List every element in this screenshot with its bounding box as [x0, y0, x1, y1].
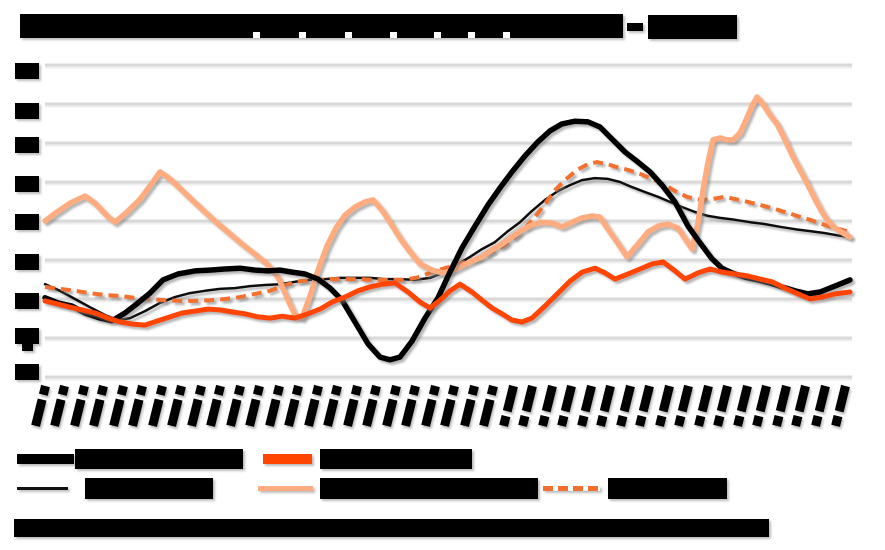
x-tick-label-segment	[389, 384, 401, 396]
title-text-redacted	[627, 23, 643, 31]
legend-swatch-thick-line	[258, 486, 313, 491]
legend-label-redacted	[85, 478, 213, 499]
x-tick-label-segment	[311, 384, 323, 396]
series-2-orange-red-line	[42, 259, 853, 328]
legend-swatch-thick-line	[263, 454, 312, 464]
legend-swatch-thin-line	[17, 487, 68, 490]
x-tick-label-segment	[77, 384, 89, 396]
legend-label-redacted	[320, 449, 472, 469]
title-descender-notch	[468, 32, 475, 38]
y-tick-label-redacted	[15, 364, 39, 380]
y-tick-label-redacted	[15, 176, 39, 192]
series-lines	[42, 94, 853, 363]
legend-swatch-thick-line	[17, 454, 74, 464]
x-tick-label-segment	[38, 384, 50, 396]
title-descender-notch	[253, 32, 260, 38]
legend-swatch-dashed-line	[543, 486, 600, 491]
x-tick-label-segment	[194, 384, 206, 396]
title-text-redacted	[648, 15, 737, 39]
x-tick-label-segment	[233, 384, 245, 396]
x-tick-label-segment	[350, 384, 362, 396]
x-tick-label-segment	[116, 384, 128, 396]
gridlines	[45, 63, 852, 381]
x-tick-label-segment	[272, 384, 284, 396]
y-tick-label-redacted	[15, 103, 39, 119]
title-descender-notch	[390, 32, 397, 38]
x-tick-label-segment	[428, 384, 440, 396]
title-descender-notch	[434, 32, 441, 38]
footer-text-redacted	[14, 519, 769, 537]
legend-label-redacted	[320, 478, 538, 499]
series-1-thick-black-line	[42, 118, 853, 363]
legend-label-redacted	[75, 449, 243, 469]
title-descender-notch	[299, 32, 306, 38]
title-text-redacted	[20, 14, 623, 38]
series-3-thin-black-line	[43, 176, 852, 322]
y-tick-label-redacted	[15, 293, 39, 309]
y-tick-label-redacted	[15, 254, 39, 270]
x-tick-label-segment	[467, 384, 479, 396]
x-tick-label-segment	[830, 414, 842, 427]
x-tick-label-segment	[155, 384, 167, 396]
title-descender-notch	[345, 32, 352, 38]
y-tick-label-descender	[22, 343, 33, 351]
legend-label-redacted	[608, 478, 727, 499]
y-tick-label-redacted	[15, 63, 39, 79]
y-tick-label-redacted	[15, 137, 39, 153]
y-tick-label-redacted	[15, 328, 39, 344]
title-descender-notch	[503, 32, 510, 38]
series-4-light-orange-line	[42, 94, 853, 321]
y-tick-label-redacted	[15, 214, 39, 230]
